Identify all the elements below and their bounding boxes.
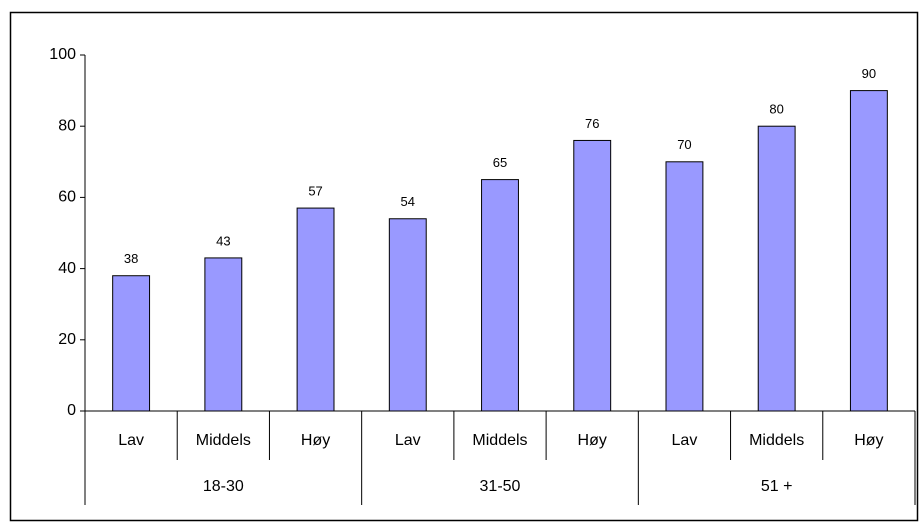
bar: [573, 139, 612, 412]
x-tick-label: Middels: [749, 432, 804, 449]
value-label: 76: [585, 116, 599, 131]
value-label: 80: [769, 102, 783, 117]
bar: [296, 207, 335, 412]
y-tick-label: 40: [58, 260, 76, 277]
bar: [665, 161, 704, 412]
value-label: 57: [308, 184, 322, 199]
value-label: 43: [216, 233, 230, 248]
group-label: 51 +: [761, 478, 793, 495]
x-tick-label: Middels: [196, 432, 251, 449]
bar: [204, 257, 243, 412]
value-label: 90: [862, 66, 876, 81]
x-tick-label: Høy: [854, 432, 883, 449]
x-tick-label: Lav: [395, 432, 421, 449]
value-label: 70: [677, 137, 691, 152]
group-label: 18-30: [203, 478, 244, 495]
y-tick-label: 80: [58, 117, 76, 134]
group-label: 31-50: [480, 478, 521, 495]
y-tick-label: 100: [49, 46, 76, 63]
y-tick-label: 20: [58, 331, 76, 348]
x-tick-label: Lav: [118, 432, 144, 449]
bar: [481, 179, 519, 412]
bar: [849, 90, 888, 412]
x-tick-label: Høy: [578, 432, 607, 449]
x-tick-label: Høy: [301, 432, 330, 449]
x-tick-label: Lav: [672, 432, 698, 449]
value-label: 38: [124, 251, 138, 266]
bar: [112, 275, 151, 412]
value-label: 54: [401, 194, 415, 209]
y-tick-label: 0: [67, 402, 76, 419]
bar: [757, 125, 796, 412]
y-tick-label: 60: [58, 189, 76, 206]
value-label: 65: [493, 155, 507, 170]
bar: [388, 218, 427, 412]
x-tick-label: Middels: [472, 432, 527, 449]
